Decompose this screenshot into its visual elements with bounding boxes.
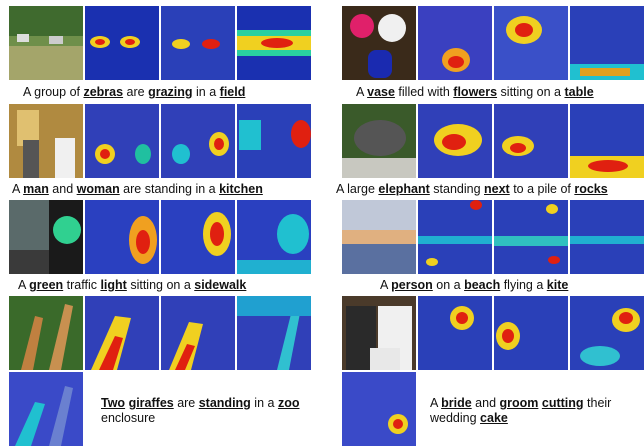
heatmap-zebras-1 (85, 6, 159, 80)
photo-kitchen (9, 104, 83, 178)
photo-vase (342, 6, 416, 80)
heatmap-beach-1 (418, 200, 492, 274)
caption-vase: A vase filled with flowers sitting on a … (356, 85, 594, 99)
photo-traffic-light (9, 200, 83, 274)
caption-traffic-light: A green traffic light sitting on a sidew… (18, 278, 247, 292)
caption-zebras: A group of zebras are grazing in a field (23, 85, 246, 99)
heatmap-vase-3 (570, 6, 644, 80)
caption-elephant: A large elephant standing next to a pile… (336, 182, 608, 196)
heatmap-vase-2 (494, 6, 568, 80)
heatmap-zebras-3 (237, 6, 311, 80)
heatmap-elephant-3 (570, 104, 644, 178)
caption-beach: A person on a beach flying a kite (380, 278, 569, 292)
heatmap-giraffes-4 (9, 372, 83, 446)
heatmap-beach-2 (494, 200, 568, 274)
kite-hotspot (546, 204, 558, 214)
heatmap-giraffes-1 (85, 296, 159, 370)
heatmap-wedding-4 (342, 372, 416, 446)
photo-zebras (9, 6, 83, 80)
heatmap-traffic-light-2 (161, 200, 235, 274)
heatmap-kitchen-1 (85, 104, 159, 178)
heatmap-wedding-3 (570, 296, 644, 370)
heatmap-wedding-2 (494, 296, 568, 370)
heatmap-traffic-light-1 (85, 200, 159, 274)
heatmap-beach-3 (570, 200, 644, 274)
heatmap-kitchen-2 (161, 104, 235, 178)
photo-giraffes (9, 296, 83, 370)
photo-elephant (342, 104, 416, 178)
heatmap-vase-1 (418, 6, 492, 80)
heatmap-giraffes-3 (237, 296, 311, 370)
heatmap-kitchen-3 (237, 104, 311, 178)
caption-giraffes: Two giraffes are standing in a zoo enclo… (101, 396, 300, 425)
kite-hotspot (470, 200, 482, 210)
heatmap-wedding-1 (418, 296, 492, 370)
photo-beach (342, 200, 416, 274)
photo-wedding (342, 296, 416, 370)
heatmap-giraffes-2 (161, 296, 235, 370)
heatmap-elephant-1 (418, 104, 492, 178)
caption-wedding: A bride and groom cutting their wedding … (430, 396, 612, 425)
caption-kitchen: A man and woman are standing in a kitche… (12, 182, 263, 196)
heatmap-zebras-2 (161, 6, 235, 80)
heatmap-elephant-2 (494, 104, 568, 178)
heatmap-traffic-light-3 (237, 200, 311, 274)
